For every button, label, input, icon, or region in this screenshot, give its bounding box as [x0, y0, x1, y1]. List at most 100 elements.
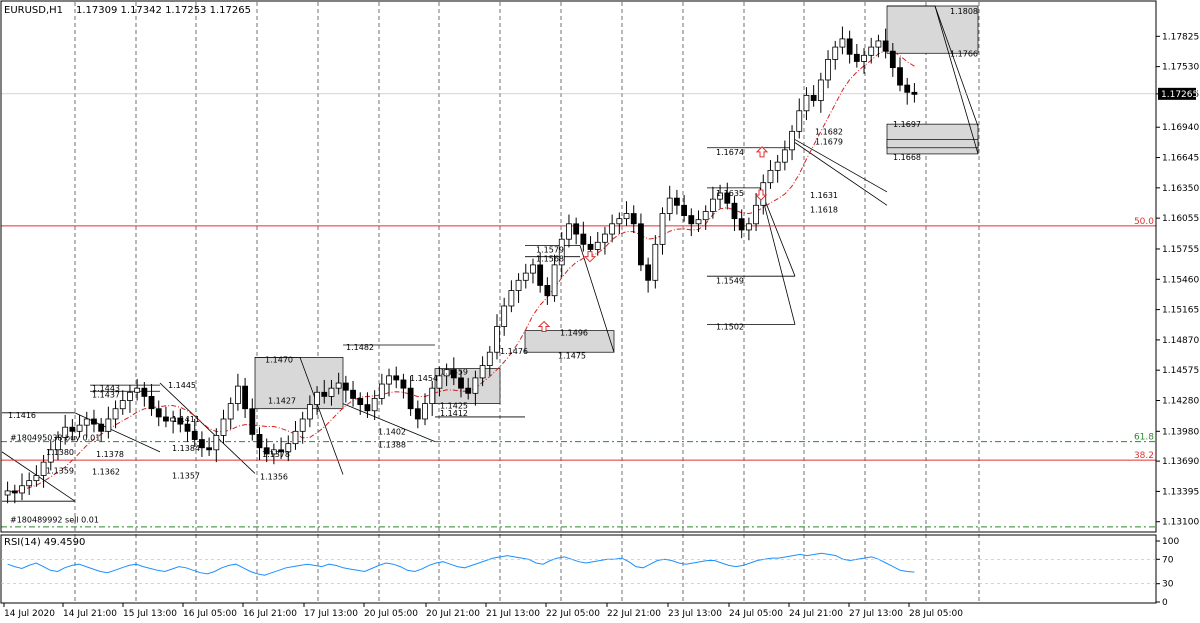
candle [796, 98, 803, 139]
price-label: 1.1766 [950, 49, 978, 58]
ohlc-label: 1.17309 1.17342 1.17253 1.17265 [76, 5, 251, 16]
candle [544, 277, 551, 305]
candle [839, 26, 846, 55]
zone-line-21 [299, 357, 344, 475]
candle [558, 232, 565, 278]
candle-body [321, 391, 328, 397]
time-tick-label: 20 Jul 21:00 [426, 609, 480, 619]
candle [623, 201, 630, 226]
zone-line-19 [159, 382, 256, 474]
candle [846, 30, 853, 64]
rsi-line [7, 552, 915, 576]
candle-body [26, 480, 33, 487]
order-label: #180489992 sell 0.01 [10, 516, 99, 525]
candle-body [134, 387, 141, 393]
candle [695, 210, 702, 233]
signal-arrow-icon [754, 189, 768, 201]
candle [868, 37, 875, 64]
candle-body [105, 418, 112, 432]
candle-body [299, 418, 306, 432]
price-axis: 1.17825 1.17530 1.17265 1.16940 1.16645 1.163… [1156, 32, 1199, 528]
candle [76, 414, 83, 438]
candle-body [328, 387, 335, 397]
candle-body [868, 46, 875, 56]
candle [573, 217, 580, 245]
price-label: 1.1445 [168, 381, 196, 390]
rsi-series [7, 552, 915, 576]
candle-body [83, 418, 90, 426]
price-label: 1.1380 [46, 448, 74, 457]
candle-body [371, 398, 378, 412]
candle-body [817, 79, 824, 101]
signal-arrow-icon [537, 320, 551, 333]
candle [170, 410, 177, 434]
candle-body [839, 38, 846, 48]
candle [450, 357, 457, 386]
price-label: 1.1402 [378, 427, 406, 436]
rsi-tick-label: 70 [1162, 555, 1174, 565]
candle [155, 400, 162, 427]
candle [551, 254, 558, 302]
candle [263, 438, 270, 463]
candle-body [335, 382, 342, 389]
candle-body [825, 59, 831, 81]
candle-body [875, 40, 882, 48]
price-label: 1.1682 [815, 127, 843, 136]
candle [429, 380, 436, 416]
zone-line-23 [342, 403, 436, 442]
price-label: 1.1427 [268, 397, 296, 406]
candle [33, 465, 40, 487]
candle-body [458, 377, 464, 389]
time-tick-label: 22 Jul 05:00 [546, 609, 600, 619]
candle [522, 263, 529, 289]
candle-body [652, 243, 659, 281]
candle-body [580, 233, 587, 245]
price-tick-label: 1.13980 [1162, 427, 1199, 437]
price-label: 1.1475 [558, 351, 586, 360]
candle [530, 258, 536, 284]
candle [681, 195, 688, 222]
candle [789, 125, 795, 161]
candle [314, 386, 320, 415]
candle-body [508, 290, 515, 307]
candle-body [616, 218, 623, 225]
candle [321, 379, 328, 404]
price-label: 1.1635 [716, 189, 744, 198]
time-tick-label: 23 Jul 13:00 [668, 609, 722, 619]
candle [861, 48, 867, 74]
candle-body [717, 192, 723, 200]
zone-box-0 [886, 5, 979, 54]
candle-body [465, 387, 472, 394]
candle [738, 209, 745, 239]
current-price-box [1158, 87, 1196, 100]
candle-body [904, 84, 911, 93]
candle-body [681, 204, 688, 216]
candle-body [587, 243, 594, 250]
candle-body [270, 449, 277, 455]
candle [184, 417, 191, 442]
candle [911, 83, 918, 103]
candle [69, 418, 76, 441]
candle-body [666, 197, 673, 214]
candle-body [155, 408, 162, 418]
candle [731, 196, 738, 231]
candle [148, 384, 155, 416]
rsi-axis: 100 70 30 0 [1, 537, 1179, 608]
candle [98, 417, 105, 442]
price-label: 1.1412 [440, 409, 468, 418]
candle-body [853, 53, 860, 62]
time-axis: 14 Jul 2020 14 Jul 21:00 15 Jul 13:00 16 Ju… [3, 603, 963, 619]
candle [357, 392, 364, 415]
candle-body [450, 369, 457, 379]
candle [717, 184, 723, 209]
candle-body [501, 305, 508, 327]
candle-body [609, 223, 616, 235]
candle-body [4, 490, 11, 496]
candle [335, 372, 342, 395]
candle-body [76, 424, 83, 432]
candle [278, 437, 284, 460]
price-tick-label: 1.14280 [1162, 397, 1199, 407]
price-label: 1.1496 [560, 329, 588, 338]
candle [645, 257, 652, 293]
candle-body [702, 211, 709, 221]
